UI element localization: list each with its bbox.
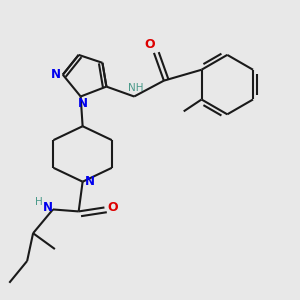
Text: O: O xyxy=(145,38,155,51)
Text: NH: NH xyxy=(128,83,143,93)
Text: N: N xyxy=(85,175,95,188)
Text: O: O xyxy=(108,201,118,214)
Text: N: N xyxy=(78,97,88,110)
Text: N: N xyxy=(43,201,53,214)
Text: N: N xyxy=(51,68,61,81)
Text: H: H xyxy=(35,197,43,207)
